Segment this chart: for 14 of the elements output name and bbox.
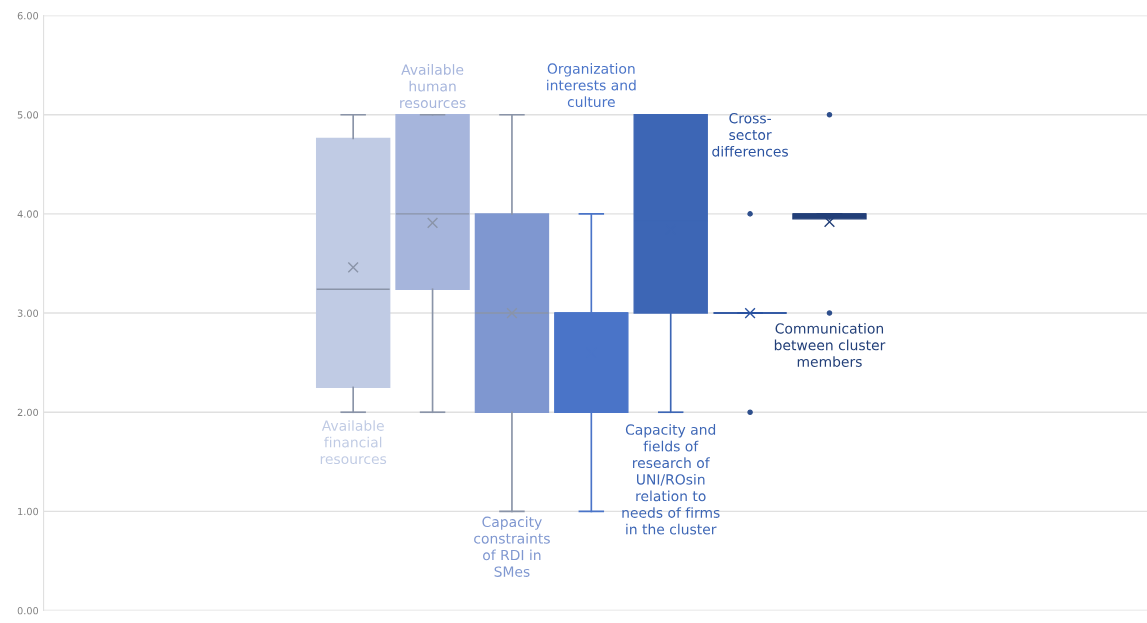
text: Available financial resources	[320, 420, 387, 465]
text: Organization interests and culture	[547, 63, 636, 108]
y-tick-label: 6.00	[17, 12, 39, 20]
y-tick-label: 2.00	[17, 408, 39, 417]
y-tick-label: 4.00	[17, 210, 39, 218]
y-tick-label: 1.00	[18, 507, 39, 516]
y-tick-label: 5.00	[17, 111, 39, 119]
text: Cross- sector differences	[712, 112, 788, 157]
text: Capacity constraints of RDI in SMes	[474, 516, 550, 577]
series-label: Available human resources	[400, 64, 466, 109]
text: Communication between cluster members	[774, 322, 886, 367]
y-tick-label: 3.00	[17, 309, 39, 317]
y-tick-label: 0.00	[17, 607, 39, 615]
text: Capacity and fields of research of UNI/ROsin relation to needs of firms in the cluster	[622, 424, 720, 535]
